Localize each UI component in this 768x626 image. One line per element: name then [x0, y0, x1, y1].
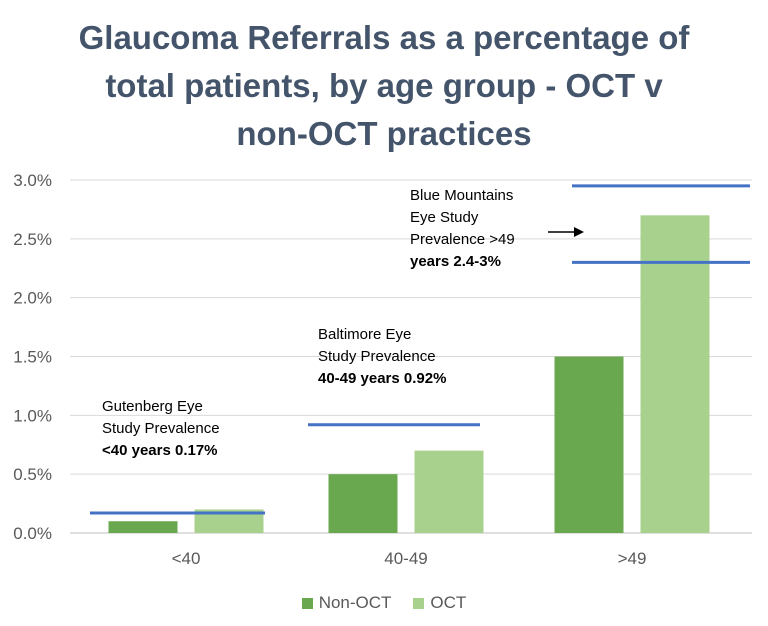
annotations: Gutenberg Eye Study Prevalence <40 years 0…: [102, 187, 515, 459]
legend: Non-OCT OCT: [0, 593, 768, 613]
annotation-text: <40 years 0.17%: [102, 442, 218, 459]
arrow: [548, 227, 584, 237]
bar-non-oct-2: [554, 356, 624, 533]
annotation-text: years 2.4-3%: [410, 253, 501, 270]
legend-label-oct: OCT: [430, 593, 467, 612]
annotation-text: Blue Mountains: [410, 187, 513, 204]
chart-title: Glaucoma Referrals as a percentage of to…: [34, 14, 734, 158]
y-tick-label: 0.5%: [13, 465, 52, 484]
chart-title-line: Glaucoma Referrals as a percentage of: [78, 19, 690, 56]
bars: [108, 215, 710, 534]
y-tick-label: 2.0%: [13, 289, 52, 308]
bar-oct-1: [414, 450, 484, 533]
annotation-text: Study Prevalence: [102, 420, 220, 437]
annotation-text: Eye Study: [410, 209, 479, 226]
bar-oct-0: [194, 509, 264, 533]
y-tick-label: 2.5%: [13, 230, 52, 249]
annotation-text: Baltimore Eye: [318, 326, 411, 343]
y-axis-tick-labels: 0.0% 0.5% 1.0% 1.5% 2.0% 2.5% 3.0%: [13, 171, 52, 543]
bar-non-oct-1: [328, 474, 398, 533]
chart-title-line: total patients, by age group - OCT v: [105, 67, 663, 104]
legend-item-oct: OCT: [413, 593, 466, 613]
y-tick-label: 3.0%: [13, 171, 52, 190]
arrow-head: [574, 227, 584, 237]
legend-item-non-oct: Non-OCT: [301, 593, 392, 613]
x-axis-category-labels: <40 40-49 >49: [172, 549, 647, 568]
annotation-text: Study Prevalence: [318, 348, 436, 365]
legend-swatch-oct: [413, 597, 425, 609]
x-category-label: <40: [172, 549, 201, 568]
y-tick-label: 0.0%: [13, 524, 52, 543]
y-tick-label: 1.5%: [13, 348, 52, 367]
reference-lines: [90, 184, 750, 515]
annotation-text: Prevalence >49: [410, 231, 515, 248]
bar-oct-2: [640, 215, 710, 534]
chart-title-line: non-OCT practices: [236, 115, 532, 152]
legend-swatch-non-oct: [301, 597, 313, 609]
legend-label-non-oct: Non-OCT: [318, 593, 392, 612]
x-category-label: 40-49: [384, 549, 427, 568]
gridlines: [70, 179, 752, 534]
x-category-label: >49: [618, 549, 647, 568]
bar-non-oct-0: [108, 521, 178, 533]
y-tick-label: 1.0%: [13, 406, 52, 425]
annotation-text: Gutenberg Eye: [102, 398, 203, 415]
annotation-text: 40-49 years 0.92%: [318, 370, 446, 387]
